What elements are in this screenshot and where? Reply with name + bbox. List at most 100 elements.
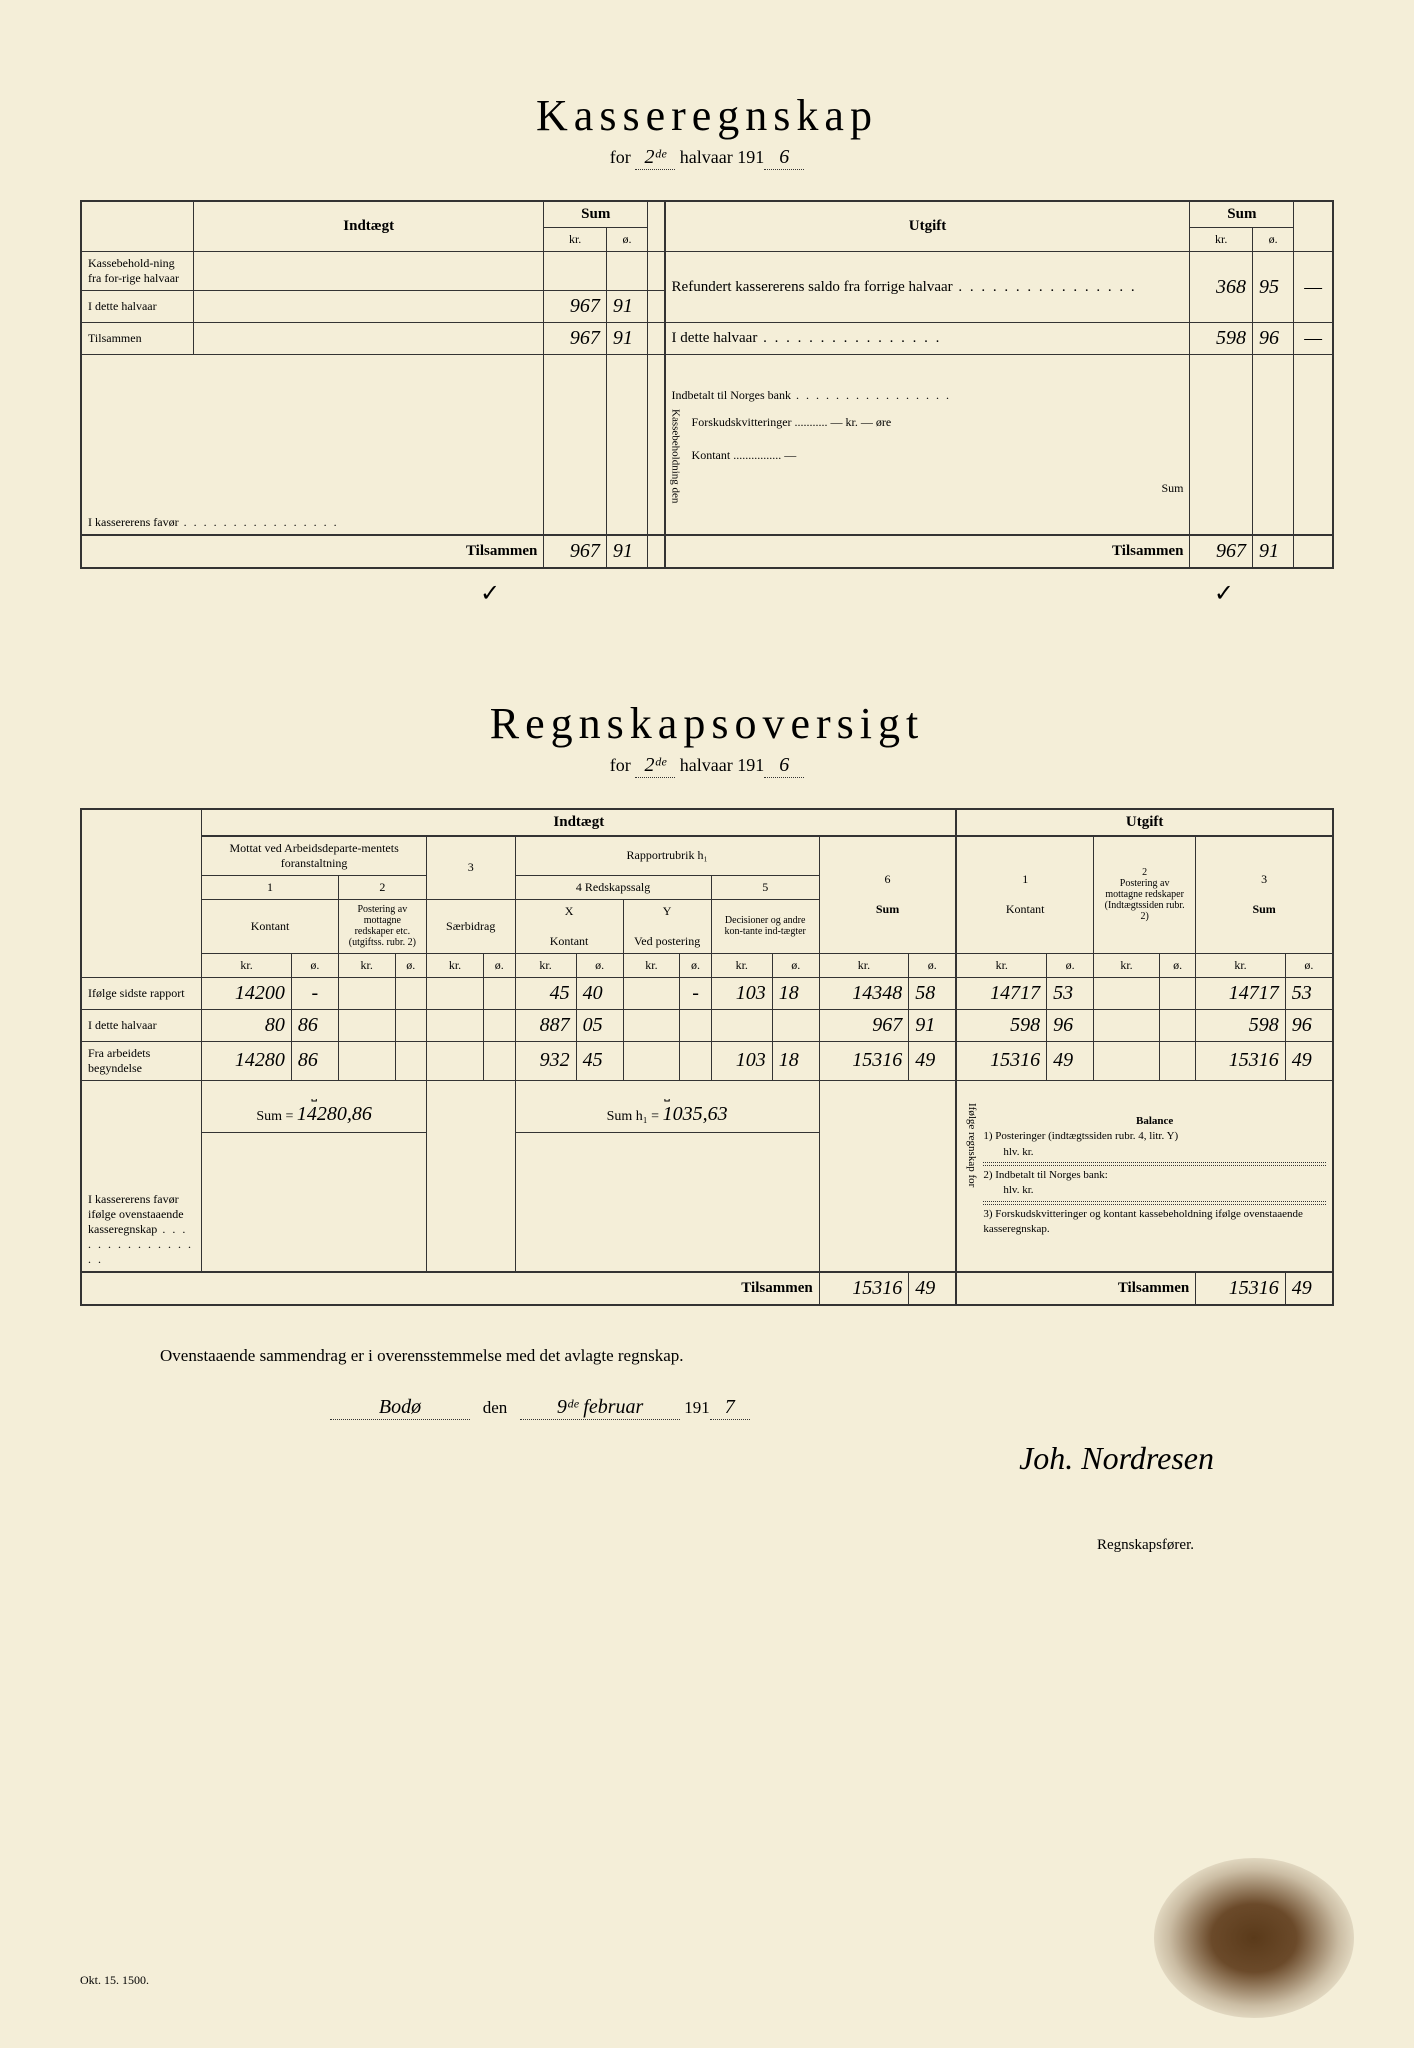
hdr-kr-r: kr. xyxy=(1190,228,1253,252)
label-sumeq: Sum = xyxy=(256,1109,293,1124)
label2-tilsammen-r: Tilsammen xyxy=(1118,1280,1189,1296)
title-kasseregnskap: Kasseregnskap xyxy=(80,90,1334,141)
v-r3u3o: 49 xyxy=(1285,1041,1333,1080)
label-ifolge: Ifølge regnskap for xyxy=(961,1101,980,1252)
val-tls-kr: 15316 xyxy=(819,1272,909,1305)
print-mark: Okt. 15. 1500. xyxy=(80,1973,149,1988)
hdr-mottat: Mottat ved Arbeidsdeparte-mentets forans… xyxy=(202,836,427,876)
v-r2u3: 598 xyxy=(1196,1009,1286,1041)
regnskapsoversigt-table: Indtægt Utgift Mottat ved Arbeidsdeparte… xyxy=(80,808,1334,1307)
label2-tilsammen-l: Tilsammen xyxy=(741,1280,812,1296)
checkmark-left: ✓ xyxy=(480,579,500,608)
row-refundert: Refundert kassererens saldo fra forrige … xyxy=(672,279,953,295)
row-indbetalt: Indbetalt til Norges bank xyxy=(672,388,791,402)
hdr-kr-l: kr. xyxy=(544,228,607,252)
hdr-kontant: Kontant xyxy=(202,899,338,953)
kasseregnskap-table: Indtægt Sum Utgift Sum kr. ø. kr. ø. Kas… xyxy=(80,200,1334,569)
u-kr-5: kr. xyxy=(623,953,680,977)
bal-2: 2) Indbetalt til Norges bank: xyxy=(983,1168,1326,1183)
col-utgift: Utgift xyxy=(909,218,947,234)
val-u2-kr: 598 xyxy=(1190,323,1253,355)
u-o-4: ø. xyxy=(576,953,623,977)
v-r3c4o: 45 xyxy=(576,1041,623,1080)
v-r3sumo: 49 xyxy=(909,1041,957,1080)
sig-den: den xyxy=(483,1398,508,1417)
sub-period: 2ᵈᵉ xyxy=(635,146,675,170)
val-tlsu-o: 49 xyxy=(1285,1272,1333,1305)
v-r3u1o: 49 xyxy=(1047,1041,1094,1080)
hdr-rapport: Rapportrubrik h₁ xyxy=(515,836,819,876)
label-tilsammen-l: Tilsammen xyxy=(466,543,537,559)
v-r1c4o: 40 xyxy=(576,977,623,1009)
v-r2sumo: 91 xyxy=(909,1009,957,1041)
sub2-suffix: halvaar 191 xyxy=(680,755,764,775)
hdr-sum: Sum xyxy=(876,902,899,916)
val-u1-kr: 368 xyxy=(1190,252,1253,323)
hdr-u-c2: 2 xyxy=(1142,867,1147,878)
hdr-decisioner: Decisioner og andre kon-tante ind-tægter xyxy=(711,899,819,953)
document-page: Kasseregnskap for 2ᵈᵉ halvaar 1916 Indtæ… xyxy=(0,0,1414,2048)
val-tlsu-kr: 15316 xyxy=(1196,1272,1286,1305)
v-r2c1o: 86 xyxy=(291,1009,338,1041)
row-kassebehold: Kassebehold-ning fra for-rige halvaar xyxy=(81,252,194,291)
u-o-9: ø. xyxy=(1159,953,1195,977)
hdr-u-c3: 3 xyxy=(1261,872,1267,886)
val-u1-o: 95 xyxy=(1253,252,1294,323)
u-o-8: ø. xyxy=(1047,953,1094,977)
hdr-x-kontant: Kontant xyxy=(550,934,589,948)
u-o-2: ø. xyxy=(395,953,426,977)
title-regnskapsoversigt: Regnskapsoversigt xyxy=(80,698,1334,749)
hdr-y: Y xyxy=(663,904,672,918)
sub2-year: 6 xyxy=(764,754,804,778)
v-r1c1: 14200 xyxy=(202,977,292,1009)
u-o-3: ø. xyxy=(484,953,515,977)
val-tot-kr: 967 xyxy=(544,535,607,568)
u-kr-6: kr. xyxy=(711,953,772,977)
label-sumh1: Sum h₁ = xyxy=(607,1109,659,1124)
sig-place: Bodø xyxy=(330,1396,470,1420)
hdr-saerbidrag: Særbidrag xyxy=(426,899,515,953)
u-o-1: ø. xyxy=(291,953,338,977)
hdr-vedpost: Ved postering xyxy=(634,934,700,948)
row-u-idette: I dette halvaar xyxy=(672,330,758,346)
u-kr-9: kr. xyxy=(1094,953,1160,977)
hdr-u-c1: 1 xyxy=(1022,872,1028,886)
label-balance: Balance xyxy=(1136,1115,1173,1127)
u-o-7: ø. xyxy=(909,953,957,977)
u-o-6: ø. xyxy=(772,953,819,977)
hdr-o-r: ø. xyxy=(1253,228,1294,252)
sub-suffix: halvaar 191 xyxy=(680,147,764,167)
v-r1u1o: 53 xyxy=(1047,977,1094,1009)
hdr-postering: Postering av mottagne redskaper etc. (ut… xyxy=(338,899,426,953)
sub2-period: 2ᵈᵉ xyxy=(635,754,675,778)
v-r1u3: 14717 xyxy=(1196,977,1286,1009)
v-r1sumo: 58 xyxy=(909,977,957,1009)
hdr-c1: 1 xyxy=(202,875,338,899)
hdr-c6: 6 xyxy=(885,872,891,886)
bal-1b: hlv. kr. xyxy=(983,1145,1326,1160)
hdr-u-kontant: Kontant xyxy=(1006,902,1045,916)
v-r3u3: 15316 xyxy=(1196,1041,1286,1080)
val-r2-o: 91 xyxy=(606,291,647,323)
v-r3c4: 932 xyxy=(515,1041,576,1080)
row-forskud: Forskudskvitteringer xyxy=(692,415,792,429)
hdr-c3: 3 xyxy=(426,836,515,900)
val-r3-kr: 967 xyxy=(544,323,607,355)
hdr-o-l: ø. xyxy=(606,228,647,252)
row-idette: I dette halvaar xyxy=(81,291,194,323)
v-r2u1: 598 xyxy=(956,1009,1046,1041)
row2-2: I dette halvaar xyxy=(81,1009,202,1041)
u-kr-10: kr. xyxy=(1196,953,1286,977)
row2-3: Fra arbeidets begyndelse xyxy=(81,1041,202,1080)
subtitle-1: for 2ᵈᵉ halvaar 1916 xyxy=(80,146,1334,170)
v-r3c1: 14280 xyxy=(202,1041,292,1080)
signature-role: Regnskapsfører. xyxy=(80,1537,1334,1554)
v-r3c6o: 18 xyxy=(772,1041,819,1080)
v-r1u3o: 53 xyxy=(1285,977,1333,1009)
footer-statement: Ovenstaaende sammendrag er i overensstem… xyxy=(80,1346,1334,1366)
sig-yr: 191 xyxy=(684,1398,710,1417)
sub2-prefix: for xyxy=(610,755,631,775)
v-r2u3o: 96 xyxy=(1285,1009,1333,1041)
hdr2-utgift: Utgift xyxy=(1126,814,1164,830)
v-r1c4: 45 xyxy=(515,977,576,1009)
